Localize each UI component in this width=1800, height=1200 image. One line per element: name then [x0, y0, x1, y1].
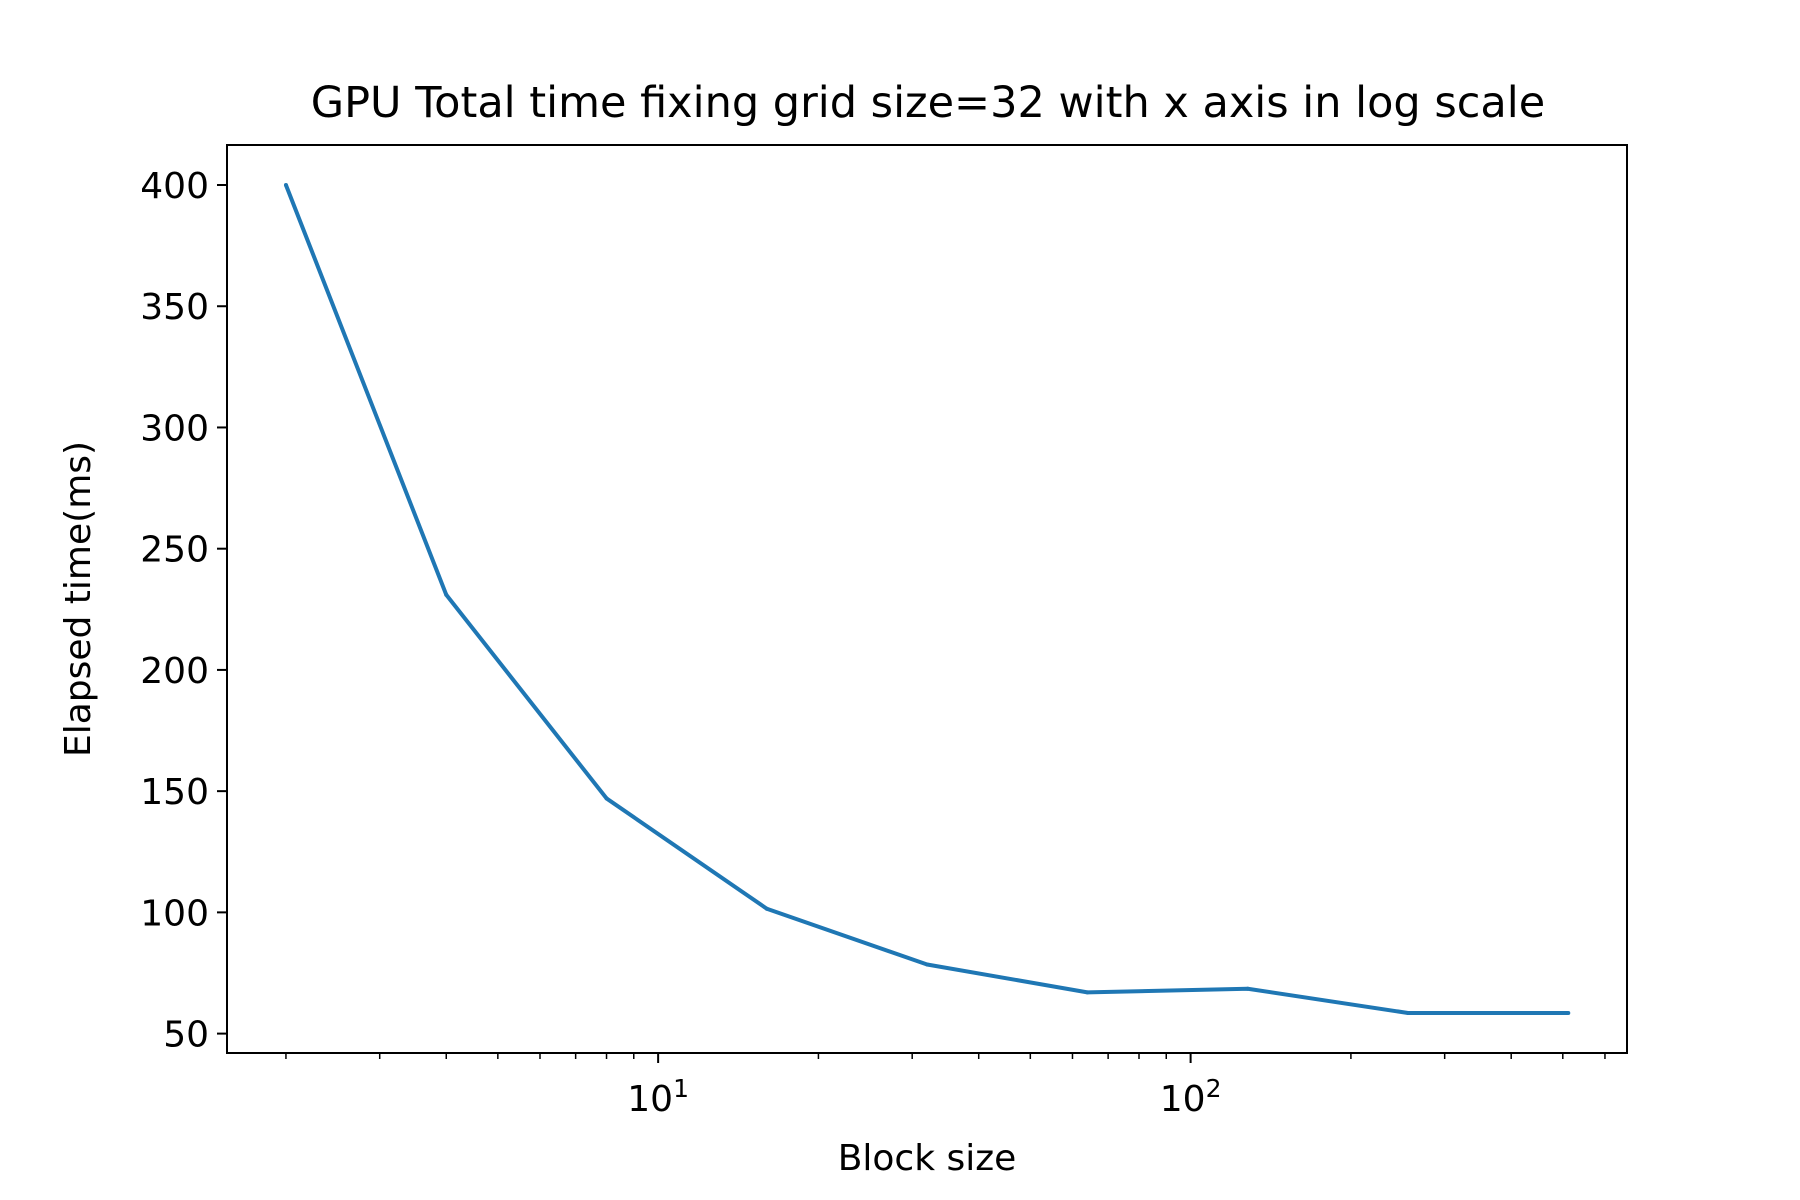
data-point: [925, 962, 930, 967]
series-points: [283, 183, 1571, 1015]
y-tick-label: 250: [140, 530, 209, 571]
plot-area: 50 100 150 200 250 300 350 400 101 102: [140, 144, 1628, 1120]
data-point: [444, 592, 449, 597]
y-tick-label: 400: [140, 166, 209, 207]
data-point: [1566, 1010, 1571, 1015]
y-axis: 50 100 150 200 250 300 350 400: [140, 166, 227, 1056]
data-point: [604, 796, 609, 801]
y-tick-label: 50: [163, 1015, 209, 1056]
y-tick-label: 350: [140, 287, 209, 328]
data-point: [1245, 986, 1250, 991]
y-tick-label: 300: [140, 408, 209, 449]
chart-title: GPU Total time fixing grid size=32 with …: [311, 78, 1545, 128]
data-point: [1085, 990, 1090, 995]
data-point: [283, 183, 288, 188]
x-axis-label: Block size: [838, 1138, 1017, 1179]
y-tick-label: 150: [140, 772, 209, 813]
y-axis-label: Elapsed time(ms): [58, 441, 99, 757]
data-point: [764, 906, 769, 911]
series-line: [284, 184, 1569, 1015]
x-tick-label: 102: [1160, 1074, 1222, 1120]
y-tick-label: 100: [140, 893, 209, 934]
y-tick-label: 200: [140, 651, 209, 692]
data-point: [1405, 1010, 1410, 1015]
plot-frame: [226, 144, 1628, 1054]
x-axis: 101 102: [285, 1053, 1606, 1120]
x-tick-label: 101: [627, 1074, 689, 1120]
